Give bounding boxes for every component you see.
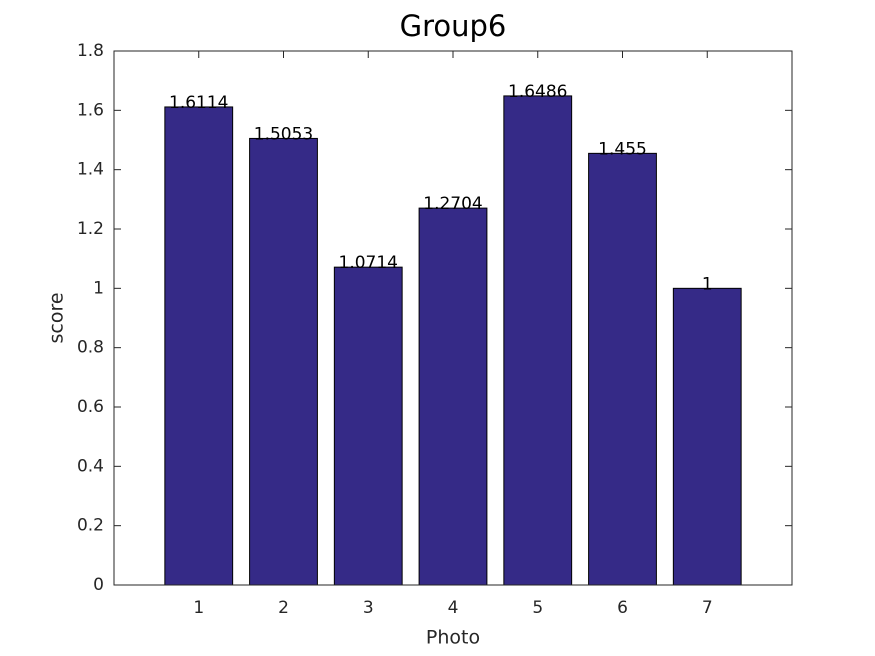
x-tick-label: 2 [278,598,289,618]
y-tick-label: 0.2 [77,516,104,536]
y-tick-label: 1 [93,278,104,298]
x-tick-label: 6 [617,598,628,618]
bar [333,266,403,586]
bar [249,137,318,586]
y-tick-label: 0.6 [77,397,104,417]
bar [418,207,488,586]
value-label: 1.0714 [339,253,398,273]
x-axis-label: Photo [426,627,480,649]
bar [588,152,657,586]
y-tick-label: 0.8 [77,338,104,358]
x-tick-label: 7 [702,598,713,618]
y-tick-label: 0 [93,575,104,595]
value-label: 1.455 [598,139,647,159]
x-tick-label: 5 [532,598,543,618]
x-tick-label: 4 [448,598,459,618]
x-tick-label: 1 [193,598,204,618]
value-label: 1.6114 [169,93,228,113]
y-tick-label: 0.4 [77,456,104,476]
value-label: 1.5053 [254,124,313,144]
y-tick-label: 1.8 [77,41,104,61]
bar [164,106,234,586]
y-tick-label: 1.2 [77,219,104,239]
y-tick-label: 1.6 [77,100,104,120]
value-label: 1 [702,274,713,294]
y-tick-label: 1.4 [77,160,104,180]
x-tick-label: 3 [363,598,374,618]
bar [503,95,573,586]
value-label: 1.6486 [508,82,567,102]
value-label: 1.2704 [423,194,482,214]
y-axis-label: score [46,292,68,343]
bar [672,287,742,586]
chart-title: Group6 [400,9,507,43]
axes-box [113,50,793,586]
